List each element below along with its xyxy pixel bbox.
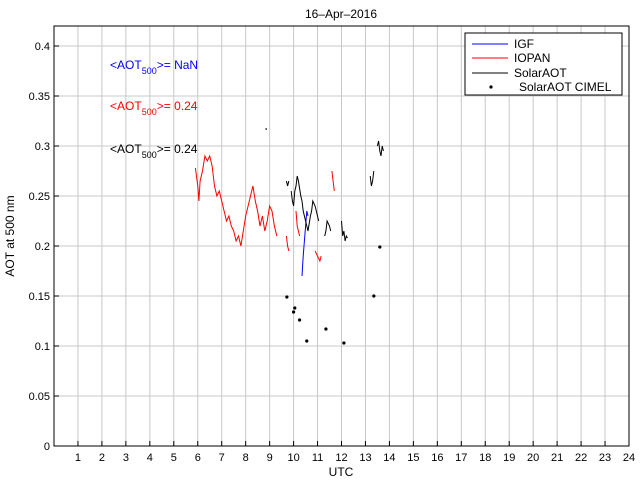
- cimel-point: [297, 318, 302, 322]
- x-tick-label: 14: [383, 452, 395, 464]
- x-tick-label: 15: [407, 452, 419, 464]
- cimel-point: [305, 339, 309, 343]
- series-line: [331, 170, 335, 192]
- series-line: [285, 235, 290, 252]
- x-tick-label: 23: [599, 452, 611, 464]
- legend-label: SolarAOT CIMEL: [519, 80, 612, 94]
- x-tick-label: 2: [99, 452, 105, 464]
- cimel-points: [285, 245, 382, 345]
- x-tick-label: 6: [195, 452, 201, 464]
- x-tick-label: 1: [75, 452, 81, 464]
- series-line: [324, 219, 332, 237]
- x-axis-label: UTC: [329, 465, 354, 479]
- x-tick-label: 17: [455, 452, 467, 464]
- x-tick-label: 3: [123, 452, 129, 464]
- y-tick-label: 0.05: [29, 391, 50, 403]
- x-tick-label: 19: [503, 452, 515, 464]
- cimel-point: [378, 245, 382, 249]
- x-tick-label: 5: [171, 452, 177, 464]
- series-line: [314, 250, 322, 263]
- aot-annotations: <AOT500>= NaN <AOT500>= 0.24 <AOT500>= 0.2…: [110, 58, 198, 160]
- aot-annotation: <AOT500>= NaN: [110, 58, 198, 76]
- chart-title: 16–Apr–2016: [305, 7, 377, 21]
- y-axis-ticks: 0 0.05 0.1 0.15 0.2 0.25 0.3 0.35 0.4: [29, 41, 59, 453]
- series-line: [369, 170, 375, 187]
- y-tick-label: 0: [44, 441, 50, 453]
- series-line: [285, 180, 290, 187]
- y-tick-label: 0.4: [35, 41, 50, 53]
- y-tick-label: 0.35: [29, 91, 50, 103]
- x-tick-label: 18: [479, 452, 491, 464]
- series-line: [194, 154, 278, 247]
- series-line: [301, 210, 309, 277]
- x-axis-ticks: 1 2 3 4 5 6 7 8 9 10 11 12 13 14 15 16 17 18 19 20 21 22 23 24: [75, 441, 635, 464]
- x-tick-label: 8: [243, 452, 249, 464]
- x-tick-label: 9: [267, 452, 273, 464]
- x-tick-label: 16: [431, 452, 443, 464]
- legend-swatch: [489, 85, 493, 89]
- cimel-point: [324, 327, 328, 331]
- x-tick-label: 10: [287, 452, 299, 464]
- y-tick-label: 0.1: [35, 341, 50, 353]
- aot-annotation: <AOT500>= 0.24: [110, 142, 198, 160]
- x-tick-label: 11: [312, 452, 323, 464]
- legend-label: IOPAN: [514, 51, 550, 65]
- series-line: [290, 175, 320, 232]
- y-tick-label: 0.3: [35, 141, 50, 153]
- y-tick-label: 0.2: [35, 241, 50, 253]
- y-tick-label: 0.25: [29, 191, 50, 203]
- grid: [54, 26, 630, 447]
- series-line: [295, 210, 301, 237]
- cimel-point: [285, 295, 289, 299]
- x-tick-label: 24: [623, 452, 635, 464]
- aot-annotation: <AOT500>= 0.24: [110, 99, 198, 117]
- x-tick-label: 12: [335, 452, 347, 464]
- y-tick-label: 0.15: [29, 291, 50, 303]
- series-line: [341, 220, 348, 242]
- x-tick-label: 20: [527, 452, 539, 464]
- legend-label: IGF: [514, 37, 534, 51]
- cimel-point: [291, 310, 296, 314]
- series-line: [376, 140, 384, 157]
- x-tick-label: 21: [551, 452, 563, 464]
- cimel-point: [293, 306, 297, 310]
- legend-box: [464, 32, 623, 96]
- x-tick-label: 22: [575, 452, 587, 464]
- legend-label: SolarAOT: [514, 66, 567, 80]
- y-axis-label: AOT at 500 nm: [3, 195, 17, 276]
- x-tick-label: 13: [359, 452, 371, 464]
- series-lines: [194, 127, 384, 277]
- cimel-point: [342, 341, 346, 345]
- x-tick-label: 4: [147, 452, 153, 464]
- cimel-point: [372, 294, 376, 298]
- x-tick-label: 7: [219, 452, 225, 464]
